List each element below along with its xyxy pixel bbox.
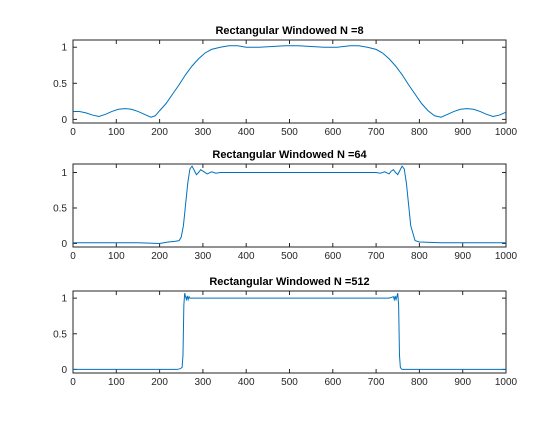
x-tick-label: 900	[454, 127, 471, 138]
x-tick-label: 400	[238, 127, 255, 138]
x-tick-label: 700	[368, 377, 385, 388]
x-tick-label: 600	[324, 127, 341, 138]
x-tick-label: 800	[411, 251, 428, 262]
axes-box	[72, 163, 507, 248]
x-tick-label: 600	[324, 251, 341, 262]
x-tick-label: 300	[195, 127, 212, 138]
chart-title: Rectangular Windowed N =512	[209, 276, 369, 288]
x-tick-label: 1000	[495, 377, 518, 388]
x-tick-label: 0	[70, 251, 76, 262]
axes-box	[72, 290, 507, 374]
y-tick-label: 0.5	[53, 79, 67, 90]
x-tick-label: 200	[151, 127, 168, 138]
series-line	[73, 165, 506, 244]
x-tick-label: 1000	[495, 251, 518, 262]
x-tick-label: 400	[238, 251, 255, 262]
x-tick-label: 900	[454, 377, 471, 388]
x-tick-label: 500	[281, 377, 298, 388]
y-tick-label: 1	[61, 168, 67, 179]
y-tick-label: 0	[61, 115, 67, 126]
x-tick-label: 600	[324, 377, 341, 388]
x-tick-label: 300	[195, 251, 212, 262]
series-line	[73, 293, 506, 370]
x-tick-label: 900	[454, 251, 471, 262]
y-tick-label: 1	[61, 43, 67, 54]
chart-title: Rectangular Windowed N =64	[212, 149, 367, 161]
x-tick-label: 700	[368, 127, 385, 138]
x-tick-label: 500	[281, 251, 298, 262]
x-tick-label: 0	[70, 377, 76, 388]
x-tick-label: 300	[195, 377, 212, 388]
y-tick-label: 1	[61, 294, 67, 305]
x-tick-label: 0	[70, 127, 76, 138]
x-tick-label: 800	[411, 127, 428, 138]
subplot-2: Rectangular Windowed N =64 0 100 200 300 400 5…	[53, 149, 517, 262]
series-line	[73, 45, 507, 118]
x-tick-label: 100	[108, 377, 125, 388]
x-tick-label: 400	[238, 377, 255, 388]
y-tick-label: 0	[61, 239, 67, 250]
subplot-1: Rectangular Windowed N =8 0 100 200 300 400 50…	[53, 25, 517, 138]
x-tick-label: 700	[368, 251, 385, 262]
x-tick-label: 1000	[495, 127, 518, 138]
y-tick-label: 0.5	[53, 203, 67, 214]
subplot-3: Rectangular Windowed N =512 0 100 200 300 400…	[53, 276, 517, 388]
y-tick-label: 0.5	[53, 329, 67, 340]
x-tick-label: 800	[411, 377, 428, 388]
x-tick-label: 100	[108, 251, 125, 262]
x-tick-label: 200	[151, 251, 168, 262]
x-tick-label: 100	[108, 127, 125, 138]
x-tick-label: 500	[281, 127, 298, 138]
chart-title: Rectangular Windowed N =8	[215, 25, 363, 37]
y-tick-label: 0	[61, 365, 67, 376]
x-tick-label: 200	[151, 377, 168, 388]
axes-box	[72, 39, 507, 124]
